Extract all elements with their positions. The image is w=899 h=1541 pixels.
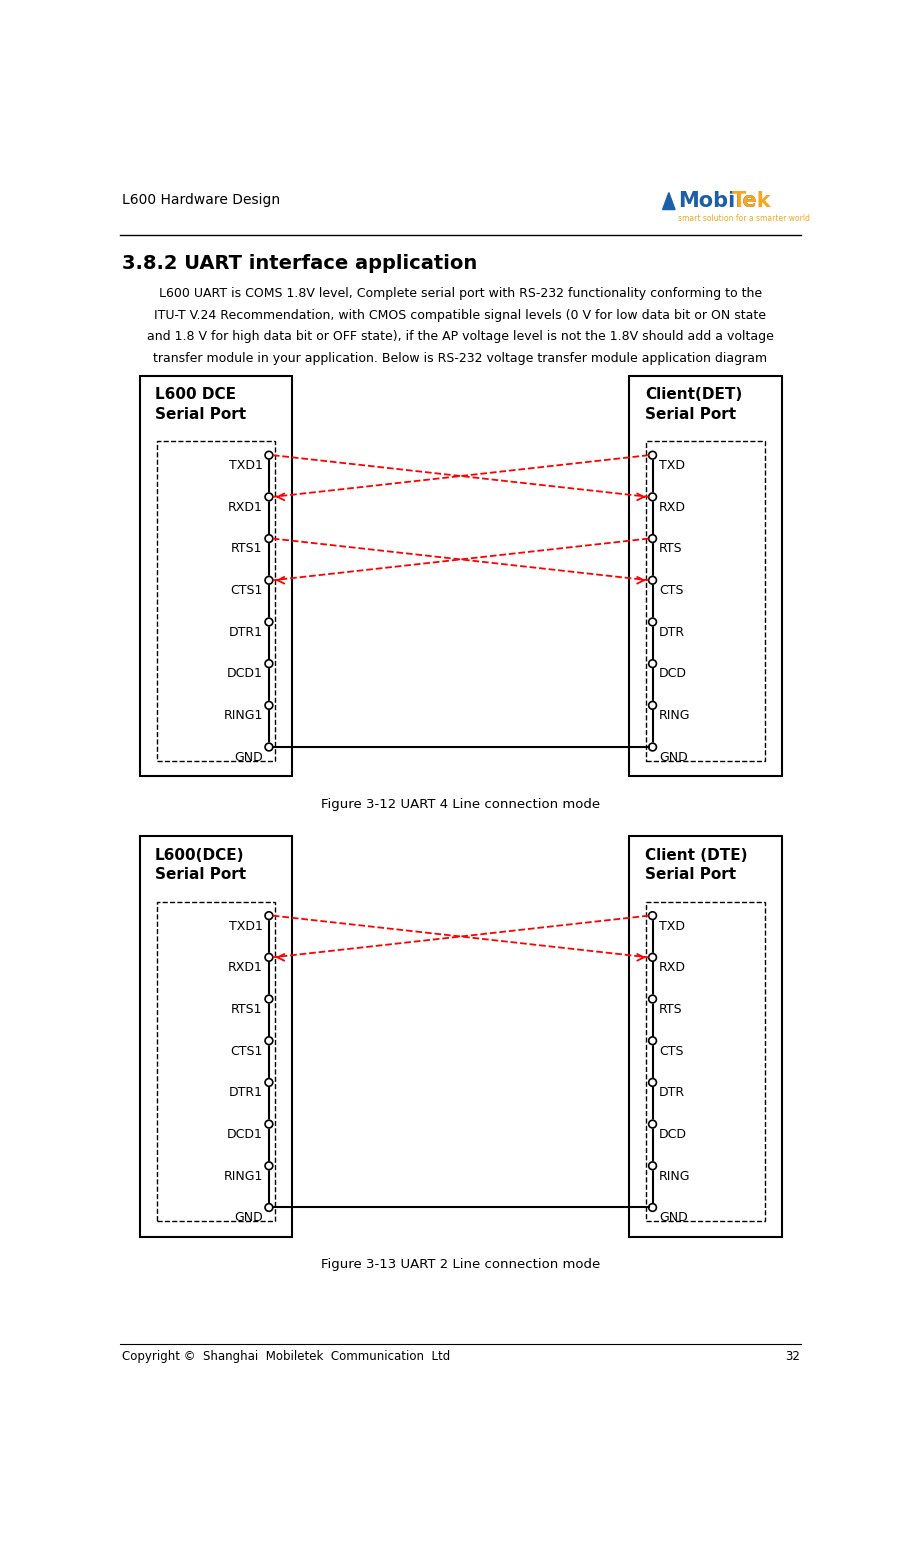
Circle shape: [265, 1204, 272, 1211]
Circle shape: [649, 576, 656, 584]
Text: DTR: DTR: [659, 1086, 685, 1099]
Circle shape: [265, 701, 272, 709]
Text: CTS1: CTS1: [230, 584, 263, 596]
Circle shape: [265, 660, 272, 667]
Circle shape: [649, 535, 656, 542]
Circle shape: [649, 954, 656, 962]
Text: RXD: RXD: [659, 962, 686, 974]
Circle shape: [649, 995, 656, 1003]
Text: CTS1: CTS1: [230, 1045, 263, 1057]
Circle shape: [265, 618, 272, 626]
Text: 32: 32: [785, 1350, 800, 1362]
Text: transfer module in your application. Below is RS-232 voltage transfer module app: transfer module in your application. Bel…: [154, 351, 768, 365]
Text: L600 DCE: L600 DCE: [155, 387, 236, 402]
Circle shape: [649, 1162, 656, 1170]
Text: TXD: TXD: [659, 920, 685, 932]
Text: smart solution for a smarter world: smart solution for a smarter world: [678, 214, 810, 223]
Text: RING: RING: [659, 1170, 690, 1182]
Bar: [646, 441, 765, 761]
Text: TXD: TXD: [659, 459, 685, 472]
Text: RTS1: RTS1: [231, 1003, 263, 1016]
Text: L600 Hardware Design: L600 Hardware Design: [121, 193, 280, 206]
Circle shape: [265, 1079, 272, 1086]
Circle shape: [265, 1120, 272, 1128]
Text: Figure 3-12 UART 4 Line connection mode: Figure 3-12 UART 4 Line connection mode: [321, 798, 600, 811]
Bar: [629, 376, 782, 777]
Circle shape: [649, 660, 656, 667]
Text: RING1: RING1: [223, 1170, 263, 1182]
Text: RXD1: RXD1: [227, 962, 263, 974]
Bar: [139, 376, 292, 777]
Text: RTS: RTS: [659, 1003, 682, 1016]
Text: Serial Port: Serial Port: [155, 407, 246, 422]
Text: DCD: DCD: [659, 1128, 687, 1140]
Circle shape: [649, 1037, 656, 1045]
Text: RXD1: RXD1: [227, 501, 263, 513]
Circle shape: [265, 954, 272, 962]
Circle shape: [649, 452, 656, 459]
Circle shape: [649, 618, 656, 626]
Circle shape: [265, 1162, 272, 1170]
Text: DTR1: DTR1: [228, 626, 263, 640]
Text: GND: GND: [659, 1211, 688, 1225]
Text: TXD1: TXD1: [229, 459, 263, 472]
Text: GND: GND: [234, 1211, 263, 1225]
Text: Serial Port: Serial Port: [645, 868, 736, 881]
Text: Copyright ©  Shanghai  Mobiletek  Communication  Ltd: Copyright © Shanghai Mobiletek Communica…: [121, 1350, 450, 1362]
Bar: [156, 441, 275, 761]
Text: 3.8.2 UART interface application: 3.8.2 UART interface application: [121, 254, 477, 273]
Text: TXD1: TXD1: [229, 920, 263, 932]
Text: RTS1: RTS1: [231, 542, 263, 555]
Text: L600 UART is COMS 1.8V level, Complete serial port with RS-232 functionality con: L600 UART is COMS 1.8V level, Complete s…: [159, 287, 762, 300]
Bar: [139, 837, 292, 1237]
Text: DTR: DTR: [659, 626, 685, 640]
Circle shape: [265, 743, 272, 750]
Text: L600(DCE): L600(DCE): [155, 848, 245, 863]
Circle shape: [265, 535, 272, 542]
Circle shape: [649, 493, 656, 501]
Circle shape: [265, 493, 272, 501]
Text: RING: RING: [659, 709, 690, 723]
Circle shape: [265, 995, 272, 1003]
Text: Mobile: Mobile: [678, 191, 757, 211]
Circle shape: [265, 576, 272, 584]
Circle shape: [649, 743, 656, 750]
Text: GND: GND: [234, 750, 263, 764]
Text: RXD: RXD: [659, 501, 686, 513]
Text: Figure 3-13 UART 2 Line connection mode: Figure 3-13 UART 2 Line connection mode: [321, 1259, 600, 1271]
Circle shape: [265, 452, 272, 459]
Text: DCD1: DCD1: [227, 667, 263, 681]
Text: CTS: CTS: [659, 584, 683, 596]
Text: RTS: RTS: [659, 542, 682, 555]
Text: Client(DET): Client(DET): [645, 387, 742, 402]
Text: Client (DTE): Client (DTE): [645, 848, 747, 863]
Text: and 1.8 V for high data bit or OFF state), if the AP voltage level is not the 1.: and 1.8 V for high data bit or OFF state…: [147, 330, 774, 344]
Circle shape: [265, 1037, 272, 1045]
Text: RING1: RING1: [223, 709, 263, 723]
Bar: [646, 901, 765, 1222]
Text: DTR1: DTR1: [228, 1086, 263, 1099]
Polygon shape: [663, 193, 675, 210]
Circle shape: [649, 912, 656, 920]
Circle shape: [649, 1204, 656, 1211]
Text: Serial Port: Serial Port: [155, 868, 246, 881]
Text: Tek: Tek: [733, 191, 772, 211]
Circle shape: [265, 912, 272, 920]
Text: DCD1: DCD1: [227, 1128, 263, 1140]
Bar: [156, 901, 275, 1222]
Text: CTS: CTS: [659, 1045, 683, 1057]
Circle shape: [649, 1120, 656, 1128]
Bar: [629, 837, 782, 1237]
Circle shape: [649, 701, 656, 709]
Text: ITU-T V.24 Recommendation, with CMOS compatible signal levels (0 V for low data : ITU-T V.24 Recommendation, with CMOS com…: [155, 308, 766, 322]
Text: Serial Port: Serial Port: [645, 407, 736, 422]
Text: DCD: DCD: [659, 667, 687, 681]
Text: GND: GND: [659, 750, 688, 764]
Circle shape: [649, 1079, 656, 1086]
